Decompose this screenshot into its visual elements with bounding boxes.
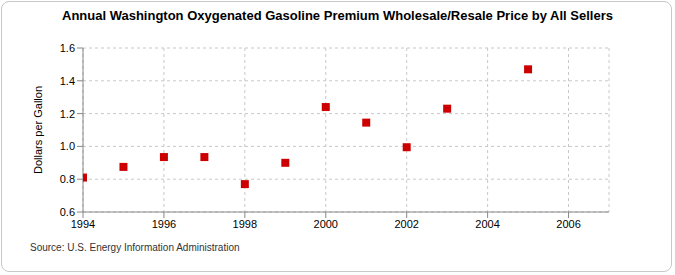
svg-text:0.8: 0.8	[60, 173, 75, 185]
svg-text:2000: 2000	[314, 218, 338, 230]
svg-text:Dollars per Gallon: Dollars per Gallon	[32, 86, 44, 174]
svg-text:1.6: 1.6	[60, 42, 75, 54]
svg-text:0.6: 0.6	[60, 206, 75, 218]
svg-text:1.2: 1.2	[60, 108, 75, 120]
html-text:Annual Washington Oxygenated G: Annual Washington Oxygenated Gasoline Pr…	[62, 8, 613, 23]
svg-text:2002: 2002	[394, 218, 418, 230]
svg-text:1.4: 1.4	[60, 75, 75, 87]
svg-text:1.0: 1.0	[60, 140, 75, 152]
svg-text:1998: 1998	[233, 218, 257, 230]
html-text:Source: U.S. Energy Informatio: Source: U.S. Energy Information Administ…	[30, 242, 240, 253]
svg-text:2006: 2006	[556, 218, 580, 230]
svg-text:1994: 1994	[71, 218, 95, 230]
svg-text:1996: 1996	[152, 218, 176, 230]
svg-text:2004: 2004	[475, 218, 499, 230]
